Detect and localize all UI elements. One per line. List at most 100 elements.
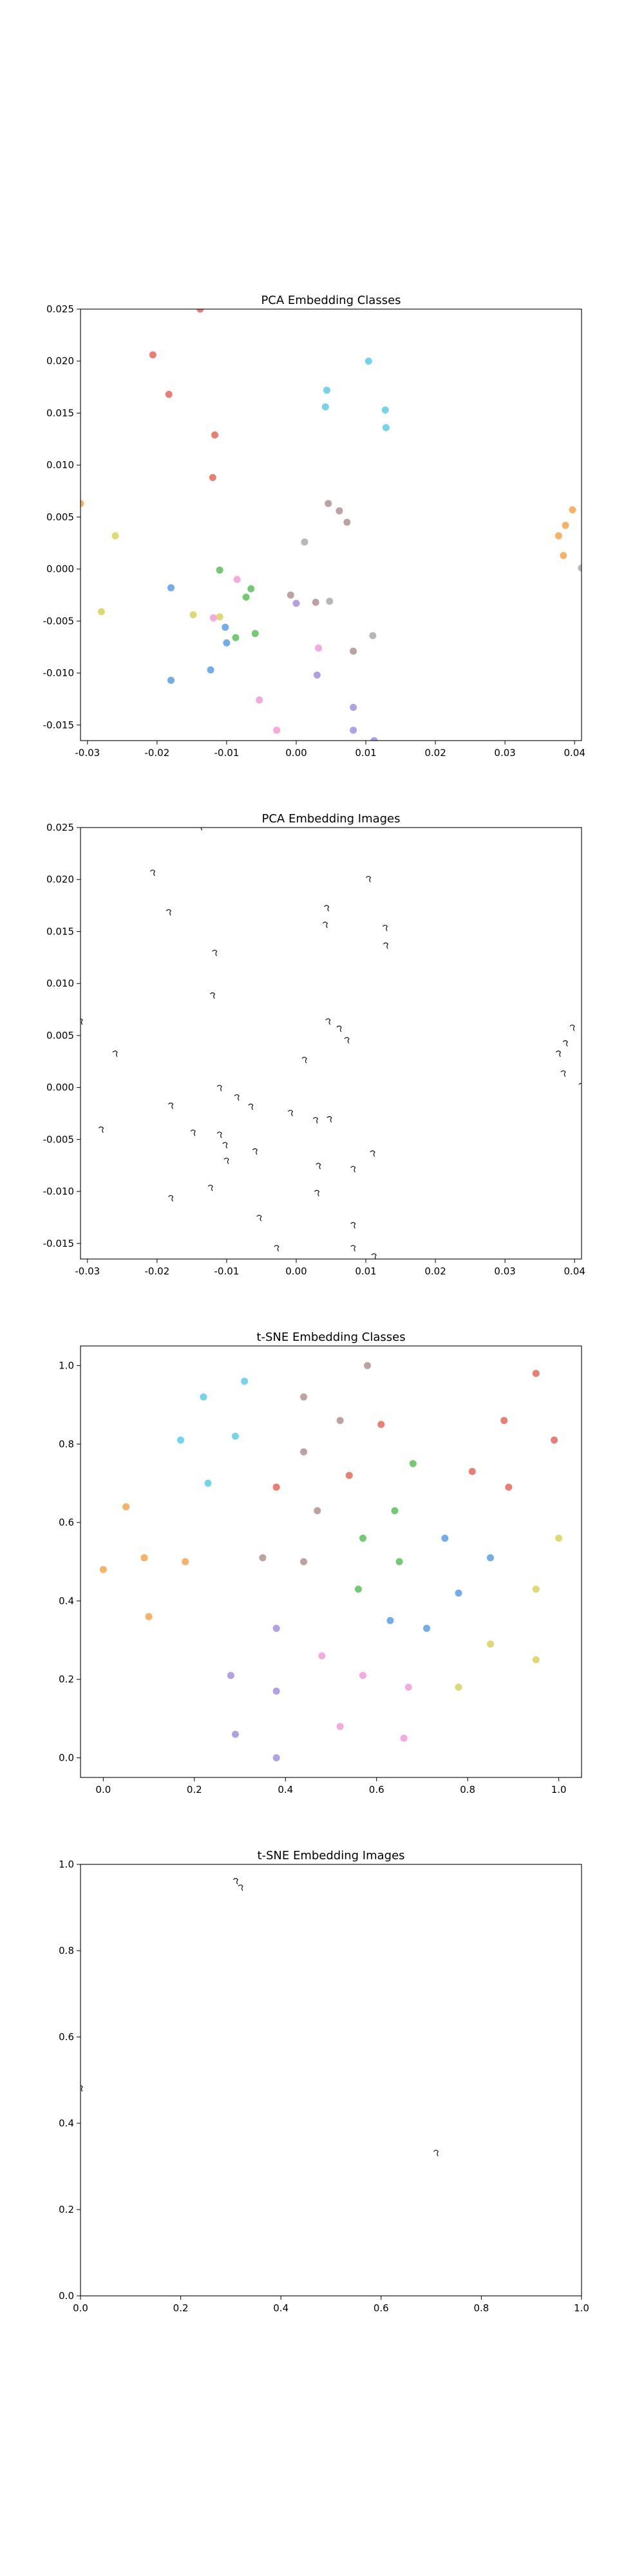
scatter-point (350, 647, 357, 655)
image-glyph-point (168, 1103, 174, 1110)
y-tick-label: 0.010 (46, 459, 74, 471)
image-glyph-point (216, 1132, 222, 1139)
image-glyph-point (350, 1222, 356, 1229)
scatter-point (441, 1534, 449, 1542)
image-glyph-point (200, 828, 203, 831)
x-tick-label: 0.4 (278, 1784, 293, 1795)
y-tick-label: 0.8 (59, 1945, 74, 1956)
scatter-point (323, 386, 331, 394)
x-tick-label: 1.0 (574, 2302, 589, 2314)
scatter-point (232, 634, 240, 641)
scatter-point (272, 1687, 280, 1695)
scatter-point (315, 644, 323, 652)
pca-images-chart: PCA Embedding Images-0.03 -0.02 -0.01 0.00 0… (43, 812, 585, 1277)
scatter-point (560, 552, 567, 560)
chart-title: PCA Embedding Images (261, 812, 400, 826)
scatter-point (209, 614, 217, 621)
scatter-point (259, 1554, 267, 1562)
plot-area (80, 828, 582, 1259)
scatter-point (354, 1586, 362, 1593)
scatter-point (300, 1393, 308, 1401)
scatter-point (149, 351, 156, 359)
y-tick-label: 0.005 (46, 1030, 74, 1041)
x-tick-label: -0.01 (214, 1265, 240, 1277)
scatter-point (111, 532, 119, 540)
image-glyph-point (168, 1195, 174, 1202)
x-tick-label: 0.6 (374, 2302, 389, 2314)
image-glyph-point (149, 869, 156, 876)
scatter-point (386, 1616, 394, 1624)
plot-area (80, 309, 582, 741)
scatter-point (292, 600, 300, 607)
image-glyph-point (578, 1083, 582, 1085)
scatter-point (569, 506, 576, 514)
image-glyph-point (234, 1094, 240, 1101)
image-glyph-point (223, 1157, 229, 1164)
image-glyph-point (112, 1050, 118, 1057)
y-tick-label: 0.4 (59, 1595, 74, 1607)
y-tick-label: 0.015 (46, 925, 74, 937)
image-glyph-point (207, 1184, 213, 1191)
scatter-point (300, 1448, 308, 1455)
y-tick-label: 1.0 (59, 1359, 74, 1371)
scatter-point (312, 598, 319, 606)
image-glyph-point (365, 876, 372, 883)
y-tick-label: -0.005 (43, 615, 74, 627)
scatter-point (300, 1558, 308, 1566)
scatter-point (505, 1483, 513, 1491)
chart-title: t-SNE Embedding Classes (256, 1331, 405, 1344)
image-glyph-point (232, 1878, 238, 1885)
scatter-point (532, 1586, 540, 1593)
scatter-point (364, 1361, 372, 1369)
scatter-point (167, 584, 175, 592)
image-glyph-point (274, 1245, 279, 1252)
image-glyph-point (98, 1126, 104, 1133)
image-glyph-point (252, 1148, 258, 1155)
scatter-point (314, 1507, 321, 1515)
image-glyph-point (80, 2085, 83, 2092)
scatter-point (343, 518, 351, 526)
scatter-point (377, 1421, 385, 1428)
scatter-point (211, 431, 219, 439)
scatter-point (468, 1468, 476, 1475)
scatter-point (382, 424, 390, 431)
scatter-point (97, 608, 105, 616)
y-tick-label: 0.8 (59, 1438, 74, 1450)
axes-frame (80, 1864, 582, 2297)
scatter-point (423, 1625, 431, 1633)
image-glyph-point (555, 1050, 562, 1057)
y-tick-label: 0.015 (46, 407, 74, 419)
scatter-point (313, 671, 321, 679)
image-glyph-point (327, 1116, 332, 1123)
scatter-point (359, 1534, 367, 1542)
scatter-point (400, 1734, 408, 1742)
chart-title: PCA Embedding Classes (261, 294, 401, 307)
x-tick-label: 0.2 (173, 2302, 189, 2314)
scatter-point (216, 566, 223, 574)
y-tick-label: 0.2 (59, 2204, 74, 2215)
scatter-point (140, 1554, 148, 1562)
scatter-point (177, 1436, 185, 1444)
x-tick-label: -0.03 (75, 1265, 100, 1277)
scatter-point (272, 1754, 280, 1762)
image-glyph-point (569, 1024, 575, 1032)
scatter-point (216, 613, 223, 621)
scatter-point (369, 632, 377, 639)
image-glyph-point (287, 1110, 294, 1117)
scatter-point (345, 1472, 353, 1479)
scatter-point (200, 1393, 207, 1401)
scatter-point (562, 522, 569, 529)
scatter-point (455, 1683, 462, 1691)
scatter-point (551, 1436, 558, 1444)
y-tick-label: 0.6 (59, 2031, 74, 2043)
scatter-point (455, 1589, 462, 1597)
scatter-point (326, 598, 334, 605)
scatter-point (241, 1378, 249, 1385)
y-tick-label: 0.6 (59, 1517, 74, 1528)
scatter-point (145, 1613, 153, 1620)
y-tick-label: 0.010 (46, 978, 74, 989)
x-tick-label: 0.00 (285, 1265, 307, 1277)
image-glyph-point (383, 942, 389, 949)
axes-frame (80, 308, 582, 741)
